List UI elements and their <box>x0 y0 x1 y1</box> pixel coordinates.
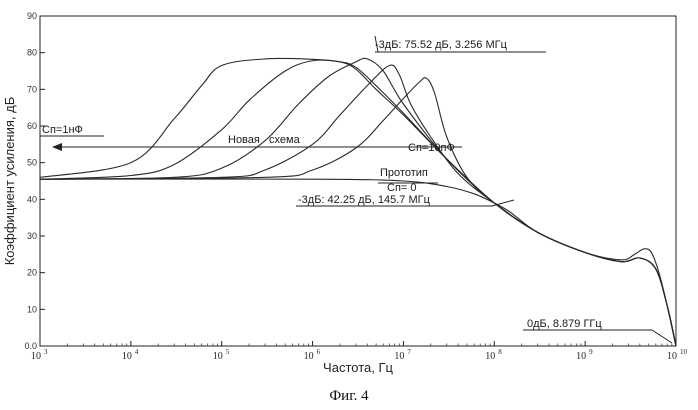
y-tick-label: 40 <box>27 194 37 204</box>
figure-caption: Фиг. 4 <box>329 388 369 404</box>
annotation-cn-left: Cп=1нФ <box>42 124 83 136</box>
x-tick-label: 10 <box>122 351 132 362</box>
y-tick-label: 60 <box>27 121 37 131</box>
x-tick-exponent: 7 <box>407 348 411 356</box>
x-tick-exponent: 4 <box>135 348 139 356</box>
x-tick-label: 10 <box>213 351 223 362</box>
annotation-cn-right: Cп=10пФ <box>408 142 455 154</box>
y-tick-label: 70 <box>27 84 37 94</box>
x-tick-label: 10 <box>304 351 314 362</box>
x-tick-exponent: 10 <box>680 348 688 356</box>
annotation-cn-zero: Cп= 0 <box>387 182 417 194</box>
annotation-bandwidth: -3дБ: 42.25 дБ, 145.7 МГц <box>298 194 431 206</box>
x-tick-label: 10 <box>31 351 41 362</box>
y-tick-label: 30 <box>27 231 37 241</box>
y-tick-label: 80 <box>27 48 37 58</box>
annotation-prototype: Прототип <box>380 167 428 179</box>
x-tick-exponent: 8 <box>498 348 502 356</box>
x-tick-label: 10 <box>576 351 586 362</box>
plot-area <box>40 16 676 346</box>
y-tick-label: 50 <box>27 158 37 168</box>
y-tick-label: 90 <box>27 11 37 21</box>
x-tick-label: 10 <box>485 351 495 362</box>
y-tick-label: 20 <box>27 268 37 278</box>
annotation-peak-top: -3дБ: 75.52 дБ, 3.256 МГц <box>375 39 508 51</box>
y-axis-label: Коэффициент усиления, дБ <box>2 97 17 266</box>
x-tick-label: 10 <box>394 351 404 362</box>
x-tick-exponent: 9 <box>589 348 593 356</box>
y-tick-label: 10 <box>27 304 37 314</box>
x-tick-exponent: 6 <box>317 348 321 356</box>
annotation-new-scheme: Новая схема <box>228 134 301 146</box>
x-tick-exponent: 5 <box>226 348 230 356</box>
x-tick-label: 10 <box>667 351 677 362</box>
y-tick-label: 0.0 <box>24 341 37 351</box>
x-tick-exponent: 3 <box>44 348 48 356</box>
annotation-zero-db: 0дБ, 8.879 ГГц <box>527 318 602 330</box>
x-axis-label: Частота, Гц <box>323 360 393 375</box>
